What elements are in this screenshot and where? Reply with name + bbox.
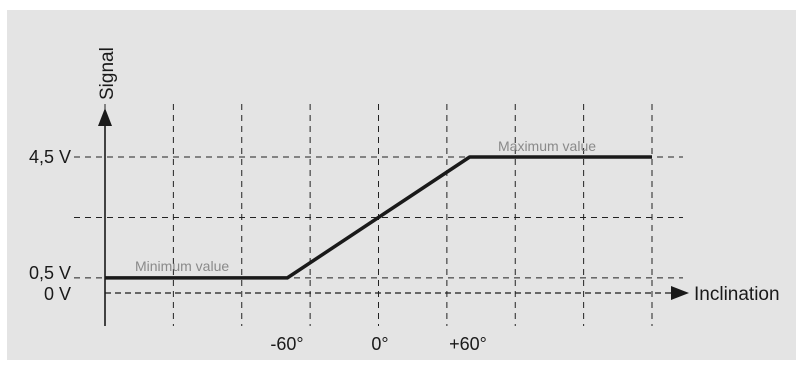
y-axis-arrow <box>98 108 112 126</box>
axes <box>98 108 689 326</box>
y-tick-label-0v: 0 V <box>44 284 71 304</box>
x-axis-title: Inclination <box>694 284 780 305</box>
x-tick-label-0: 0° <box>371 334 388 354</box>
label-layer: Inclination Signal 0 V 0,5 V 4,5 V -60° … <box>29 47 780 354</box>
annotation-minimum-value: Minimum value <box>135 258 229 274</box>
x-axis-arrow <box>671 286 689 300</box>
annotation-maximum-value: Maximum value <box>498 138 596 154</box>
x-tick-label-plus60: +60° <box>449 334 487 354</box>
signal-line <box>105 155 652 280</box>
y-tick-label-45v: 4,5 V <box>29 147 71 167</box>
y-axis-title: Signal <box>97 47 118 100</box>
x-tick-label-minus60: -60° <box>270 334 303 354</box>
y-tick-label-05v: 0,5 V <box>29 263 71 283</box>
series-layer <box>105 155 652 280</box>
chart-background <box>7 10 796 360</box>
